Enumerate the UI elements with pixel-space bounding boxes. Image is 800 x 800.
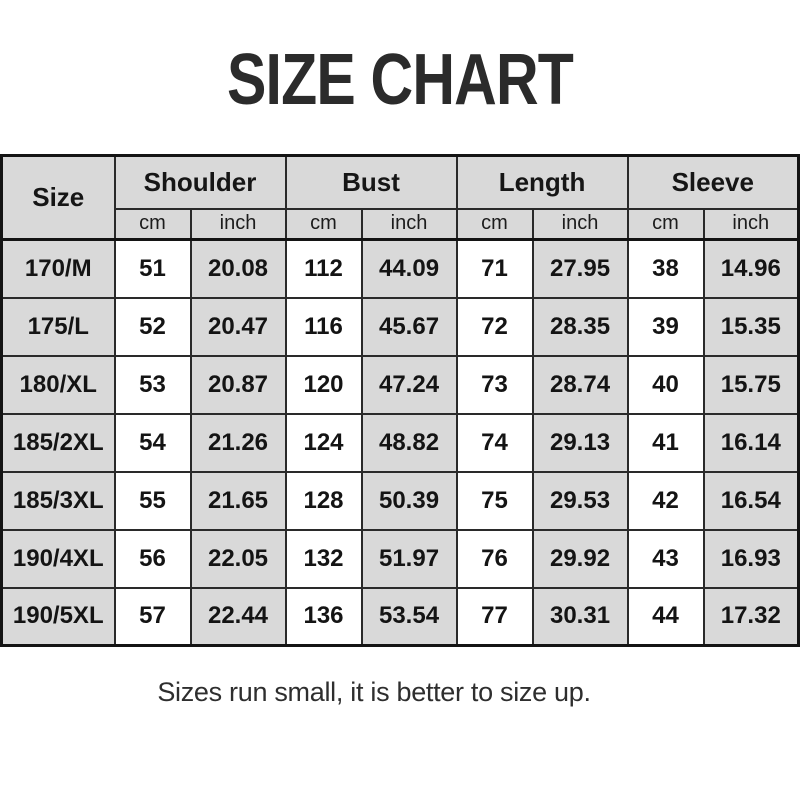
cell-sleeve-cm: 40 bbox=[626, 354, 705, 415]
cell-length-inch: 27.95 bbox=[531, 238, 629, 299]
table-row: 175/L 52 20.47 116 45.67 72 28.35 39 15.… bbox=[0, 296, 800, 357]
unit-header-length-inch: inch bbox=[531, 207, 629, 241]
cell-bust-inch: 51.97 bbox=[360, 528, 458, 589]
column-header-shoulder: Shoulder bbox=[113, 154, 287, 210]
cell-length-cm: 71 bbox=[455, 238, 534, 299]
cell-sleeve-cm: 38 bbox=[626, 238, 705, 299]
table-row: 190/5XL 57 22.44 136 53.54 77 30.31 44 1… bbox=[0, 586, 800, 647]
cell-bust-inch: 44.09 bbox=[360, 238, 458, 299]
row-size-label: 190/4XL bbox=[0, 528, 116, 589]
cell-sleeve-cm: 42 bbox=[626, 470, 705, 531]
column-header-bust: Bust bbox=[284, 154, 458, 210]
size-note: Sizes run small, it is better to size up… bbox=[157, 677, 591, 707]
cell-length-inch: 29.53 bbox=[531, 470, 629, 531]
cell-length-inch: 28.74 bbox=[531, 354, 629, 415]
unit-header-shoulder-cm: cm bbox=[113, 207, 192, 241]
cell-shoulder-inch: 20.08 bbox=[189, 238, 287, 299]
column-header-length: Length bbox=[455, 154, 629, 210]
table-row: 190/4XL 56 22.05 132 51.97 76 29.92 43 1… bbox=[0, 528, 800, 589]
cell-bust-cm: 132 bbox=[284, 528, 363, 589]
cell-bust-cm: 120 bbox=[284, 354, 363, 415]
cell-length-cm: 72 bbox=[455, 296, 534, 357]
cell-shoulder-cm: 55 bbox=[113, 470, 192, 531]
cell-bust-cm: 136 bbox=[284, 586, 363, 647]
column-header-size: Size bbox=[0, 154, 116, 241]
cell-length-inch: 29.92 bbox=[531, 528, 629, 589]
cell-length-cm: 73 bbox=[455, 354, 534, 415]
cell-shoulder-inch: 21.65 bbox=[189, 470, 287, 531]
cell-bust-inch: 45.67 bbox=[360, 296, 458, 357]
cell-sleeve-inch: 17.32 bbox=[702, 586, 800, 647]
row-size-label: 175/L bbox=[0, 296, 116, 357]
table-row: 185/3XL 55 21.65 128 50.39 75 29.53 42 1… bbox=[0, 470, 800, 531]
row-size-label: 170/M bbox=[0, 238, 116, 299]
row-size-label: 185/2XL bbox=[0, 412, 116, 473]
unit-header-bust-cm: cm bbox=[284, 207, 363, 241]
table-row: 185/2XL 54 21.26 124 48.82 74 29.13 41 1… bbox=[0, 412, 800, 473]
row-size-label: 190/5XL bbox=[0, 586, 116, 647]
unit-header-bust-inch: inch bbox=[360, 207, 458, 241]
unit-header-sleeve-cm: cm bbox=[626, 207, 705, 241]
cell-sleeve-cm: 39 bbox=[626, 296, 705, 357]
cell-length-inch: 29.13 bbox=[531, 412, 629, 473]
cell-bust-cm: 116 bbox=[284, 296, 363, 357]
table-header-row: Size Shoulder Bust Length Sleeve bbox=[0, 154, 800, 241]
cell-bust-inch: 53.54 bbox=[360, 586, 458, 647]
cell-bust-inch: 47.24 bbox=[360, 354, 458, 415]
cell-length-cm: 75 bbox=[455, 470, 534, 531]
table-row: 180/XL 53 20.87 120 47.24 73 28.74 40 15… bbox=[0, 354, 800, 415]
cell-sleeve-inch: 16.14 bbox=[702, 412, 800, 473]
cell-shoulder-cm: 53 bbox=[113, 354, 192, 415]
cell-shoulder-inch: 20.87 bbox=[189, 354, 287, 415]
cell-bust-cm: 112 bbox=[284, 238, 363, 299]
cell-bust-cm: 124 bbox=[284, 412, 363, 473]
cell-length-inch: 28.35 bbox=[531, 296, 629, 357]
unit-header-length-cm: cm bbox=[455, 207, 534, 241]
cell-sleeve-inch: 16.93 bbox=[702, 528, 800, 589]
cell-shoulder-cm: 51 bbox=[113, 238, 192, 299]
cell-shoulder-inch: 20.47 bbox=[189, 296, 287, 357]
cell-shoulder-inch: 22.05 bbox=[189, 528, 287, 589]
column-header-sleeve: Sleeve bbox=[626, 154, 800, 210]
size-chart-table: Size Shoulder Bust Length Sleeve cm inch… bbox=[0, 154, 800, 647]
unit-header-sleeve-inch: inch bbox=[702, 207, 800, 241]
cell-bust-inch: 50.39 bbox=[360, 470, 458, 531]
cell-bust-inch: 48.82 bbox=[360, 412, 458, 473]
cell-sleeve-cm: 41 bbox=[626, 412, 705, 473]
cell-shoulder-inch: 22.44 bbox=[189, 586, 287, 647]
cell-sleeve-inch: 15.35 bbox=[702, 296, 800, 357]
cell-sleeve-inch: 15.75 bbox=[702, 354, 800, 415]
row-size-label: 180/XL bbox=[0, 354, 116, 415]
page-title: SIZE CHART bbox=[226, 40, 574, 120]
table-unit-row: cm inch cm inch cm inch cm inch bbox=[2, 207, 800, 241]
row-size-label: 185/3XL bbox=[0, 470, 116, 531]
table-row: 170/M 51 20.08 112 44.09 71 27.95 38 14.… bbox=[0, 238, 800, 299]
cell-bust-cm: 128 bbox=[284, 470, 363, 531]
cell-sleeve-inch: 14.96 bbox=[702, 238, 800, 299]
cell-length-cm: 74 bbox=[455, 412, 534, 473]
cell-length-cm: 76 bbox=[455, 528, 534, 589]
cell-sleeve-inch: 16.54 bbox=[702, 470, 800, 531]
cell-shoulder-inch: 21.26 bbox=[189, 412, 287, 473]
cell-shoulder-cm: 56 bbox=[113, 528, 192, 589]
cell-shoulder-cm: 52 bbox=[113, 296, 192, 357]
cell-shoulder-cm: 57 bbox=[113, 586, 192, 647]
cell-sleeve-cm: 43 bbox=[626, 528, 705, 589]
cell-sleeve-cm: 44 bbox=[626, 586, 705, 647]
cell-length-inch: 30.31 bbox=[531, 586, 629, 647]
cell-length-cm: 77 bbox=[455, 586, 534, 647]
cell-shoulder-cm: 54 bbox=[113, 412, 192, 473]
unit-header-shoulder-inch: inch bbox=[189, 207, 287, 241]
